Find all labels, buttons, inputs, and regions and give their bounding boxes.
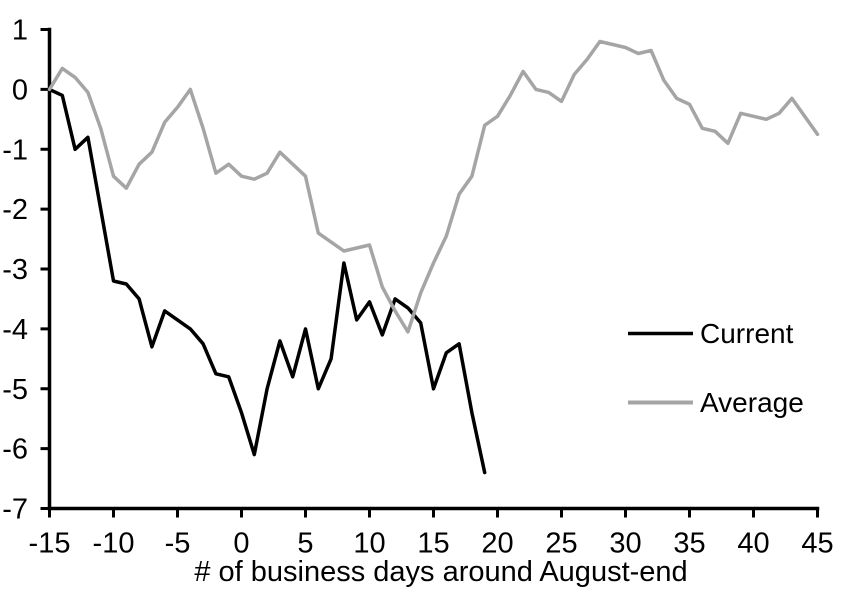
y-tick-label: -2 [2, 194, 28, 226]
y-tick-label: 1 [12, 15, 28, 47]
y-tick-label: -5 [2, 374, 28, 406]
y-tick-label: -3 [2, 254, 28, 286]
y-tick-label: -6 [2, 434, 28, 466]
legend: Current Average [628, 318, 804, 418]
x-tick-label: 10 [353, 528, 385, 560]
x-tick-label: 5 [297, 528, 313, 560]
x-tick-label: 0 [233, 528, 249, 560]
x-tick-label: 35 [673, 528, 705, 560]
x-axis-title: # of business days around August-end [194, 556, 687, 588]
current-series-line [47, 87, 487, 475]
x-tick-label: 15 [417, 528, 449, 560]
y-tick-label: -1 [2, 134, 28, 166]
y-tick-label: 0 [12, 74, 28, 106]
tick-labels-layer: 10-1-2-3-4-5-6-7-15 -10 -5 0 5 10 15 20 25 30 35 40… [2, 15, 833, 560]
average-series-line [47, 39, 820, 334]
series-layer [47, 39, 820, 475]
x-tick-label: -10 [93, 528, 135, 560]
y-tick-label: -7 [2, 494, 28, 526]
legend-average-label: Average [700, 387, 804, 418]
x-tick-label: 45 [801, 528, 833, 560]
x-tick-label: 40 [737, 528, 769, 560]
legend-current-label: Current [700, 318, 794, 349]
x-tick-label: 25 [545, 528, 577, 560]
y-tick-label: -4 [2, 314, 28, 346]
axes-layer [40, 27, 820, 518]
x-tick-label: 20 [481, 528, 513, 560]
x-tick-label: -15 [29, 528, 71, 560]
x-tick-label: -5 [165, 528, 191, 560]
x-tick-label: 30 [609, 528, 641, 560]
